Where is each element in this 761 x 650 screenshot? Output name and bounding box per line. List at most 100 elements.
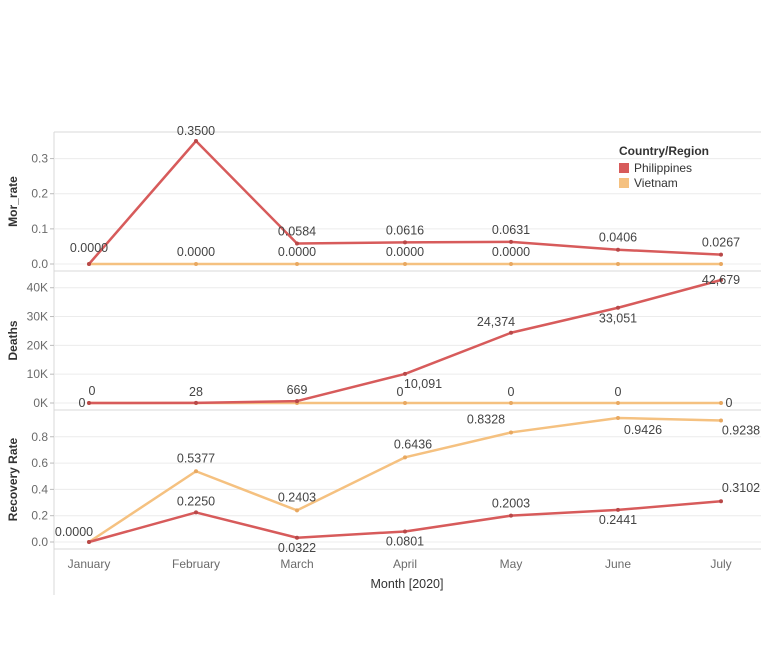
data-label: 0.2003 [492, 497, 530, 511]
data-point [509, 513, 513, 518]
data-point [295, 399, 299, 404]
data-point [509, 239, 513, 244]
data-label: 0 [397, 385, 404, 399]
data-label: 0.2441 [599, 513, 637, 527]
legend: Country/Region Philippines Vietnam [619, 144, 709, 190]
data-label: 0.3500 [177, 124, 215, 138]
data-label: 0.0631 [492, 223, 530, 237]
legend-item-vietnam[interactable]: Vietnam [619, 176, 709, 190]
data-label: 0.0801 [386, 534, 424, 548]
data-label: 0.9426 [624, 423, 662, 437]
data-point [719, 278, 723, 282]
x-tick-label: May [500, 557, 523, 571]
y-axis-label: Recovery Rate [6, 437, 20, 521]
y-tick-label: 0.6 [31, 456, 48, 470]
data-point [194, 262, 198, 266]
y-axis-label: Mor_rate [6, 176, 20, 227]
data-point [509, 401, 513, 405]
data-label: 0.5377 [177, 451, 215, 465]
data-label: 0 [79, 396, 86, 410]
y-axis-label: Deaths [6, 320, 20, 360]
data-label: 42,679 [702, 273, 740, 287]
legend-swatch-vietnam [619, 178, 629, 188]
y-tick-label: 0.2 [31, 509, 48, 523]
data-point [295, 535, 299, 540]
data-point [719, 418, 723, 423]
data-label: 0 [89, 384, 96, 398]
data-point [403, 455, 407, 460]
data-point [403, 371, 407, 376]
data-label: 0.0267 [702, 236, 740, 250]
legend-item-philippines[interactable]: Philippines [619, 161, 709, 175]
data-label: 0.9238 [722, 423, 760, 437]
data-point [509, 430, 513, 435]
data-label: 0.2403 [278, 490, 316, 504]
data-point [295, 241, 299, 246]
data-label: 0.0000 [70, 241, 108, 255]
data-label: 0.0000 [386, 245, 424, 259]
x-tick-label: June [605, 557, 631, 571]
y-tick-label: 0K [33, 396, 48, 410]
data-point [87, 540, 91, 544]
data-label: 0.0000 [278, 245, 316, 259]
data-point [616, 262, 620, 266]
data-label: 0.0000 [55, 525, 93, 539]
data-label: 669 [287, 383, 308, 397]
data-label: 0.6436 [394, 437, 432, 451]
data-point [87, 401, 91, 405]
legend-title: Country/Region [619, 144, 709, 158]
data-label: 10,091 [404, 377, 442, 391]
legend-label-vietnam: Vietnam [634, 176, 678, 190]
data-label: 0.0406 [599, 231, 637, 245]
data-point [719, 499, 723, 504]
data-point [616, 401, 620, 405]
data-point [403, 401, 407, 405]
x-tick-label: February [172, 557, 220, 571]
y-tick-label: 0.4 [31, 482, 48, 496]
x-tick-label: January [68, 557, 111, 571]
x-axis-title: Month [2020] [371, 577, 444, 591]
data-point [719, 262, 723, 266]
data-point [719, 401, 723, 405]
data-label: 28 [189, 385, 203, 399]
data-point [616, 247, 620, 252]
data-point [403, 262, 407, 266]
data-label: 0 [726, 396, 733, 410]
legend-swatch-philippines [619, 163, 629, 173]
y-tick-label: 0.0 [31, 535, 48, 549]
data-label: 0.0584 [278, 224, 316, 238]
data-point [403, 529, 407, 534]
y-tick-label: 30K [27, 310, 48, 324]
y-tick-label: 20K [27, 338, 48, 352]
data-label: 0 [615, 385, 622, 399]
data-point [616, 507, 620, 512]
data-label: 0.2250 [177, 494, 215, 508]
y-tick-label: 0.1 [31, 222, 48, 236]
panel-3: 0.0 0.2 0.4 0.6 0.8 Recovery Rate 0.5377 0.2403… [6, 409, 761, 591]
x-tick-label: April [393, 557, 417, 571]
y-tick-label: 0.2 [31, 187, 48, 201]
data-point [403, 240, 407, 245]
data-point [616, 416, 620, 420]
x-tick-label: July [710, 557, 731, 571]
data-label: 24,374 [477, 315, 515, 329]
data-point [509, 262, 513, 266]
data-point [87, 262, 91, 266]
data-label: 0.0000 [177, 245, 215, 259]
data-point [194, 139, 198, 143]
panel-1: 0.0 0.1 0.2 0.3 Mor_rate 0.0000 0.0000 0.0000 0.… [6, 124, 761, 272]
data-point [295, 262, 299, 266]
data-label: 0.8328 [467, 412, 505, 426]
data-label: 0 [508, 385, 515, 399]
y-tick-label: 10K [27, 367, 48, 381]
y-tick-label: 0.8 [31, 430, 48, 444]
data-point [719, 252, 723, 257]
data-point [616, 305, 620, 310]
data-point [295, 508, 299, 513]
data-label: 0.0616 [386, 223, 424, 237]
data-point [194, 400, 198, 405]
data-point [194, 510, 198, 515]
x-tick-label: March [280, 557, 313, 571]
